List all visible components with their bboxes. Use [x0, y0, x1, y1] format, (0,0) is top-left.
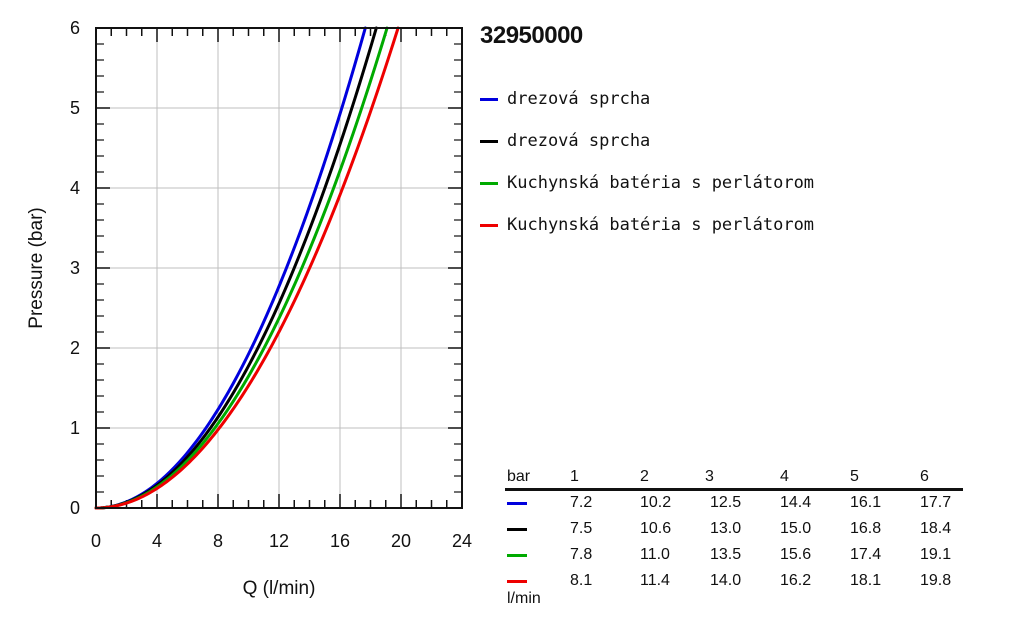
x-tick-label: 24: [452, 531, 472, 551]
table-cell: 15.6: [780, 546, 812, 563]
pressure-header-cell: 4: [780, 468, 789, 485]
legend-swatch: [480, 181, 498, 185]
row-color-swatch: [507, 554, 527, 557]
table-cell: 8.1: [570, 572, 593, 589]
plot-frame: [95, 27, 463, 509]
legend-item: Kuchynská batéria s perlátorom: [480, 162, 814, 204]
table-cell: 13.0: [710, 520, 742, 537]
row-color-swatch: [507, 580, 527, 583]
x-tick-label: 20: [391, 531, 411, 551]
legend-swatch: [480, 97, 498, 101]
chart-title: 32950000: [480, 22, 583, 49]
row-color-swatch: [507, 528, 527, 531]
y-tick-label: 4: [70, 178, 80, 198]
chart-legend: drezová sprcha drezová sprcha Kuchynská …: [480, 78, 814, 246]
flow-unit-label: l/min: [507, 590, 541, 607]
table-cell: 17.7: [920, 494, 952, 511]
x-tick-label: 8: [213, 531, 223, 551]
y-tick-label: 3: [70, 258, 80, 278]
pressure-header-cell: 2: [640, 468, 649, 485]
legend-swatch: [480, 139, 498, 143]
row-color-swatch: [507, 502, 527, 505]
table-cell: 15.0: [780, 520, 812, 537]
flow-rate-table: bar 1 2 3 4 5 6 7.2 10.2 12.5 14.4 16.1 …: [505, 468, 963, 607]
series-line-3: [94, 26, 400, 510]
table-cell: 7.5: [570, 520, 593, 537]
table-cell: 12.5: [710, 494, 742, 511]
chart-series: [94, 26, 400, 510]
pressure-header-cell: 5: [850, 468, 859, 485]
table-cell: 11.4: [640, 572, 670, 589]
y-tick-label: 0: [70, 498, 80, 518]
pressure-header-cell: 3: [705, 468, 714, 485]
x-tick-label: 0: [91, 531, 101, 551]
x-tick-label: 4: [152, 531, 162, 551]
table-cell: 14.4: [780, 494, 812, 511]
legend-label: drezová sprcha: [507, 89, 651, 109]
table-cell: 13.5: [710, 546, 742, 563]
legend-item: drezová sprcha: [480, 78, 814, 120]
chart-grid: [95, 27, 463, 509]
legend-label: Kuchynská batéria s perlátorom: [507, 173, 815, 193]
x-axis-title: Q (l/min): [243, 578, 316, 599]
table-cell: 19.8: [920, 572, 952, 589]
table-cell: 14.0: [710, 572, 742, 589]
legend-item: drezová sprcha: [480, 120, 814, 162]
x-tick-label: 12: [269, 531, 289, 551]
pressure-header-cell: 6: [920, 468, 929, 485]
table-cell: 17.4: [850, 546, 882, 563]
table-row: 8.1 11.4 14.0 16.2 18.1 19.8: [505, 569, 963, 595]
table-cell: 11.0: [640, 546, 670, 563]
table-cell: 16.1: [850, 494, 882, 511]
flow-table-header: bar 1 2 3 4 5 6: [505, 468, 963, 491]
y-tick-label: 1: [70, 418, 80, 438]
y-axis-title: Pressure (bar): [26, 207, 47, 328]
table-cell: 16.2: [780, 572, 812, 589]
legend-label: drezová sprcha: [507, 131, 651, 151]
legend-item: Kuchynská batéria s perlátorom: [480, 204, 814, 246]
legend-swatch: [480, 223, 498, 227]
table-row: 7.8 11.0 13.5 15.6 17.4 19.1: [505, 543, 963, 569]
chart-ticks: [95, 27, 463, 509]
legend-label: Kuchynská batéria s perlátorom: [507, 215, 815, 235]
table-row: 7.2 10.2 12.5 14.4 16.1 17.7: [505, 491, 963, 517]
table-cell: 7.8: [570, 546, 593, 563]
y-tick-label: 6: [70, 18, 80, 38]
table-row: 7.5 10.6 13.0 15.0 16.8 18.4: [505, 517, 963, 543]
table-cell: 19.1: [920, 546, 952, 563]
table-cell: 7.2: [570, 494, 593, 511]
table-cell: 10.2: [640, 494, 672, 511]
table-cell: 10.6: [640, 520, 672, 537]
x-tick-label: 16: [330, 531, 350, 551]
pressure-unit-label: bar: [507, 468, 531, 485]
table-cell: 18.4: [920, 520, 952, 537]
table-cell: 16.8: [850, 520, 882, 537]
y-tick-label: 5: [70, 98, 80, 118]
table-cell: 18.1: [850, 572, 882, 589]
y-tick-label: 2: [70, 338, 80, 358]
pressure-header-cell: 1: [570, 468, 579, 485]
